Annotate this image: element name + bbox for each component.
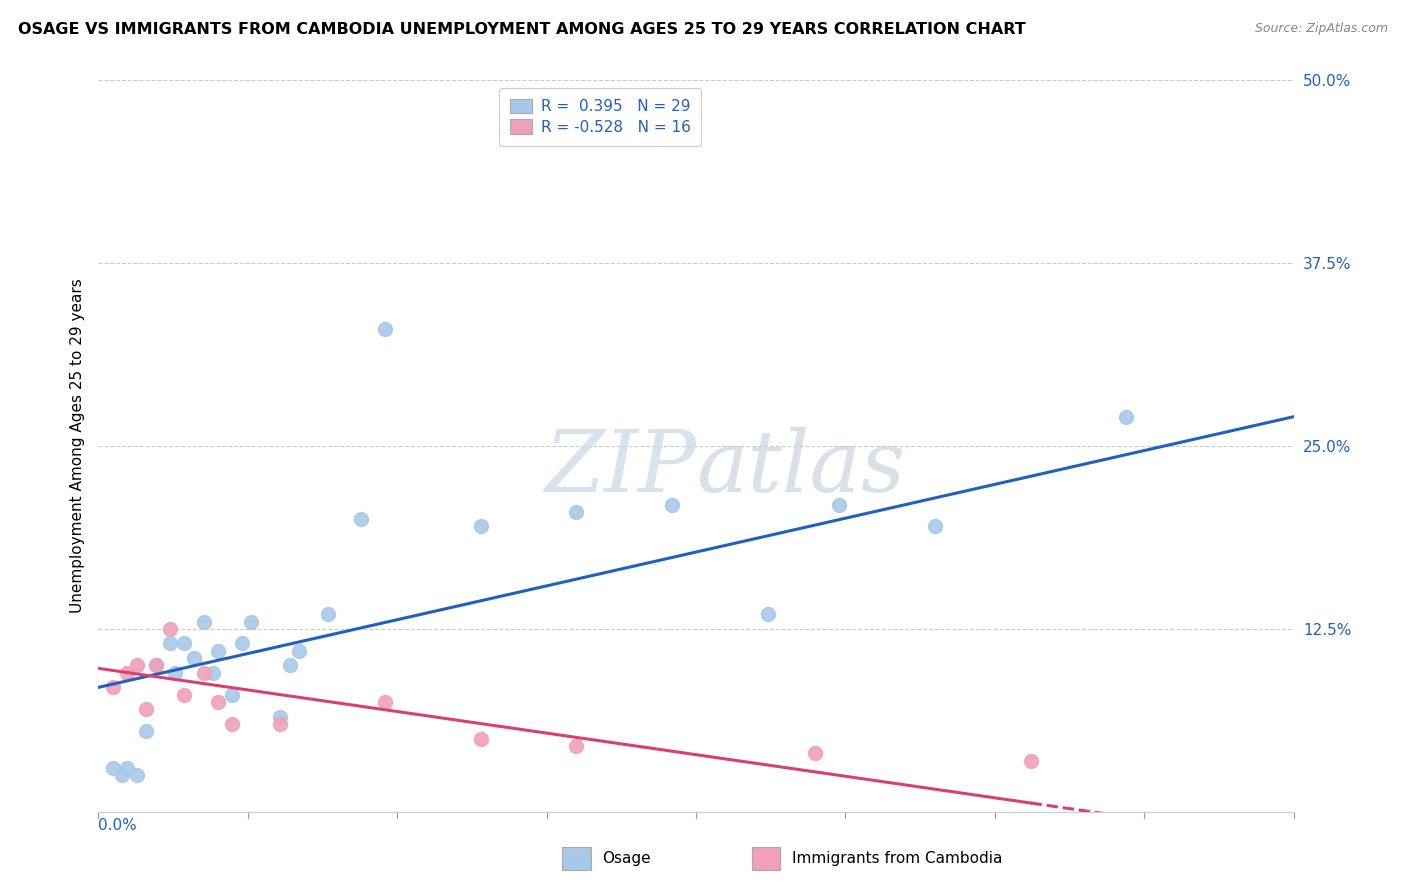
Point (207, 644, 229, 658)
Point (1019, 754, 1042, 768)
Point (202, 665, 225, 680)
Point (565, 739, 588, 753)
Point (145, 658, 167, 673)
Text: atlas: atlas (696, 426, 905, 509)
Point (374, 695, 396, 709)
Point (269, 709, 291, 723)
Point (115, 665, 138, 680)
Point (159, 622, 181, 636)
Point (173, 688, 195, 702)
Point (101, 761, 124, 775)
Point (115, 761, 138, 775)
Point (159, 636, 181, 650)
Point (125, 658, 148, 673)
Point (240, 615, 263, 629)
Point (135, 702, 157, 716)
Point (804, 746, 827, 760)
Point (221, 717, 243, 731)
Point (278, 658, 301, 673)
Point (924, 519, 946, 533)
Text: OSAGE VS IMMIGRANTS FROM CAMBODIA UNEMPLOYMENT AMONG AGES 25 TO 29 YEARS CORRELA: OSAGE VS IMMIGRANTS FROM CAMBODIA UNEMPL… (18, 22, 1026, 37)
Point (316, 607, 339, 622)
Text: Osage: Osage (602, 851, 651, 866)
Point (125, 768, 148, 782)
Y-axis label: Unemployment Among Ages 25 to 29 years: Unemployment Among Ages 25 to 29 years (69, 278, 84, 614)
Point (374, 322, 396, 336)
Point (350, 512, 373, 526)
Point (101, 681, 124, 695)
Point (173, 636, 195, 650)
Point (1115, 409, 1137, 424)
Point (288, 644, 311, 658)
Text: Immigrants from Cambodia: Immigrants from Cambodia (792, 851, 1002, 866)
Point (193, 615, 215, 629)
Text: Source: ZipAtlas.com: Source: ZipAtlas.com (1254, 22, 1388, 36)
Point (111, 768, 134, 782)
Point (221, 688, 243, 702)
Legend: R =  0.395   N = 29, R = -0.528   N = 16: R = 0.395 N = 29, R = -0.528 N = 16 (499, 88, 702, 145)
Point (183, 651, 205, 665)
Point (269, 717, 291, 731)
Point (565, 505, 588, 519)
Text: ZIP: ZIP (544, 426, 696, 509)
Text: 0.0%: 0.0% (98, 818, 138, 833)
Point (756, 607, 779, 622)
Point (207, 695, 229, 709)
Point (470, 731, 492, 746)
Point (470, 519, 492, 533)
Point (231, 636, 253, 650)
Point (661, 498, 683, 512)
Point (828, 498, 851, 512)
Point (145, 658, 167, 673)
Point (135, 724, 157, 739)
Point (193, 665, 215, 680)
Point (163, 665, 186, 680)
